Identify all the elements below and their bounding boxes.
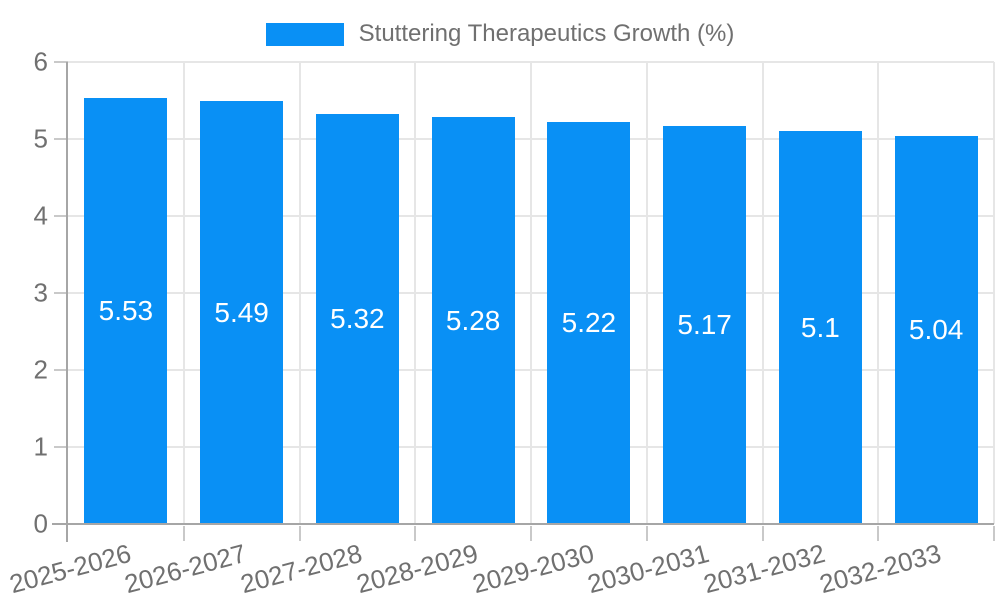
- legend-swatch: [265, 22, 344, 46]
- bar: [894, 135, 978, 524]
- x-axis-tick: [530, 526, 532, 541]
- bar-value-label: 5.17: [677, 308, 732, 340]
- y-axis-label: 1: [33, 431, 48, 462]
- x-axis-label: 2032-2033: [816, 538, 944, 600]
- x-axis-label: 2030-2031: [584, 538, 713, 600]
- x-axis-tick: [761, 526, 764, 541]
- gridline-vertical: [298, 62, 301, 524]
- x-axis-label: 2031-2032: [700, 538, 829, 600]
- legend: Stuttering Therapeutics Growth (%): [0, 20, 1000, 48]
- x-axis-label: 2028-2029: [353, 538, 481, 600]
- y-axis-tick: [54, 61, 68, 63]
- y-axis-label: 5: [33, 123, 48, 154]
- gridline-vertical: [993, 62, 995, 524]
- bar-value-label: 5.49: [214, 296, 269, 328]
- x-axis-label: 2029-2030: [468, 538, 597, 600]
- gridline-vertical: [182, 62, 185, 524]
- gridline-vertical: [761, 62, 764, 524]
- y-axis-tick: [54, 138, 68, 140]
- x-axis-label: 2027-2028: [237, 538, 366, 600]
- gridline-vertical: [414, 62, 417, 524]
- bar-value-label: 5.04: [908, 313, 964, 345]
- bar-value-label: 5.22: [561, 307, 617, 339]
- y-axis-tick: [54, 369, 68, 371]
- y-axis-label: 2: [33, 354, 48, 385]
- x-axis-label: 2026-2027: [121, 538, 250, 600]
- y-axis-tick: [54, 446, 68, 448]
- gridline-vertical: [877, 62, 880, 524]
- x-axis-tick: [645, 526, 648, 541]
- y-axis-label: 4: [33, 200, 48, 231]
- x-axis-tick: [414, 526, 417, 541]
- x-axis-tick: [298, 526, 301, 541]
- y-axis-line: [66, 62, 68, 542]
- x-axis-tick: [877, 526, 880, 541]
- y-axis-tick: [54, 292, 68, 294]
- bar: [84, 98, 168, 524]
- bar-value-label: 5.28: [445, 304, 501, 336]
- bar-value-label: 5.1: [800, 311, 840, 343]
- y-axis-label: 3: [33, 277, 48, 308]
- legend-label: Stuttering Therapeutics Growth (%): [358, 20, 735, 47]
- bar: [200, 101, 284, 524]
- bar: [431, 117, 515, 524]
- bar: [778, 131, 862, 524]
- y-axis-label: 6: [33, 46, 48, 77]
- bar: [663, 125, 747, 524]
- x-axis-label: 2025-2026: [5, 538, 134, 600]
- gridline-vertical: [645, 62, 648, 524]
- x-axis-tick: [182, 526, 185, 541]
- gridline-vertical: [530, 62, 532, 524]
- bar-value-label: 5.32: [330, 303, 385, 335]
- x-axis-tick: [993, 526, 995, 541]
- bar-value-label: 5.53: [98, 295, 154, 327]
- y-axis-label: 0: [33, 508, 48, 539]
- x-axis-line: [52, 523, 994, 525]
- y-axis-tick: [54, 215, 68, 217]
- bar: [547, 122, 631, 524]
- bar: [315, 114, 399, 524]
